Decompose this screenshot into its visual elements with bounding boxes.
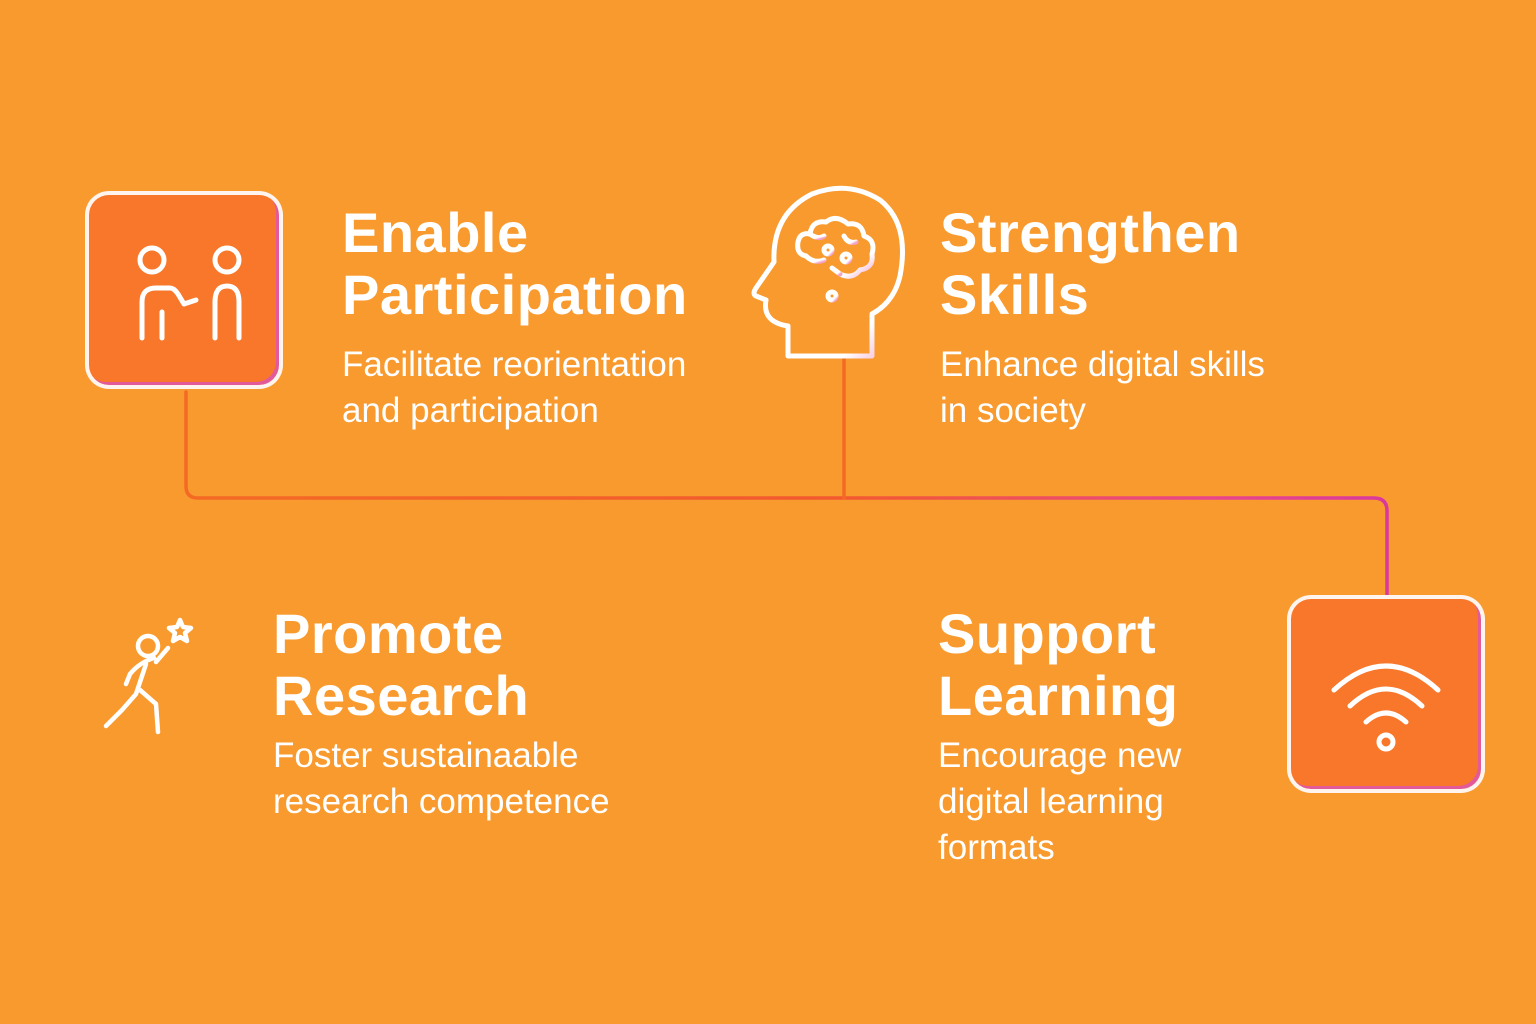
wifi-icon (1331, 663, 1441, 752)
research-icon-holder (96, 608, 202, 744)
participation-icon-tile (85, 191, 283, 389)
participation-title: Enable Participation (342, 201, 688, 326)
skills-icon-holder (748, 184, 910, 362)
learning-description: Encourage new digital learning formats (938, 736, 1182, 867)
learning-icon-tile (1287, 595, 1485, 793)
people-helping-icon (137, 245, 242, 341)
head-brain-icon (751, 185, 905, 359)
participation-description: Facilitate reorientation and participati… (342, 345, 687, 430)
research-description: Foster sustainaable research competence (273, 736, 610, 821)
skills-title: Strengthen Skills (940, 201, 1241, 326)
skills-description: Enhance digital skills in society (940, 345, 1265, 430)
person-reaching-star-icon (103, 617, 194, 735)
research-title: Promote Research (273, 602, 530, 727)
learning-title: Support Learning (938, 602, 1179, 727)
